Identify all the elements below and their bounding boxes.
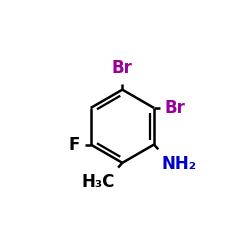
Text: NH₂: NH₂: [162, 155, 197, 173]
Text: H₃C: H₃C: [81, 174, 115, 192]
Text: Br: Br: [112, 59, 133, 77]
Text: F: F: [69, 136, 80, 154]
Text: Br: Br: [164, 99, 186, 117]
